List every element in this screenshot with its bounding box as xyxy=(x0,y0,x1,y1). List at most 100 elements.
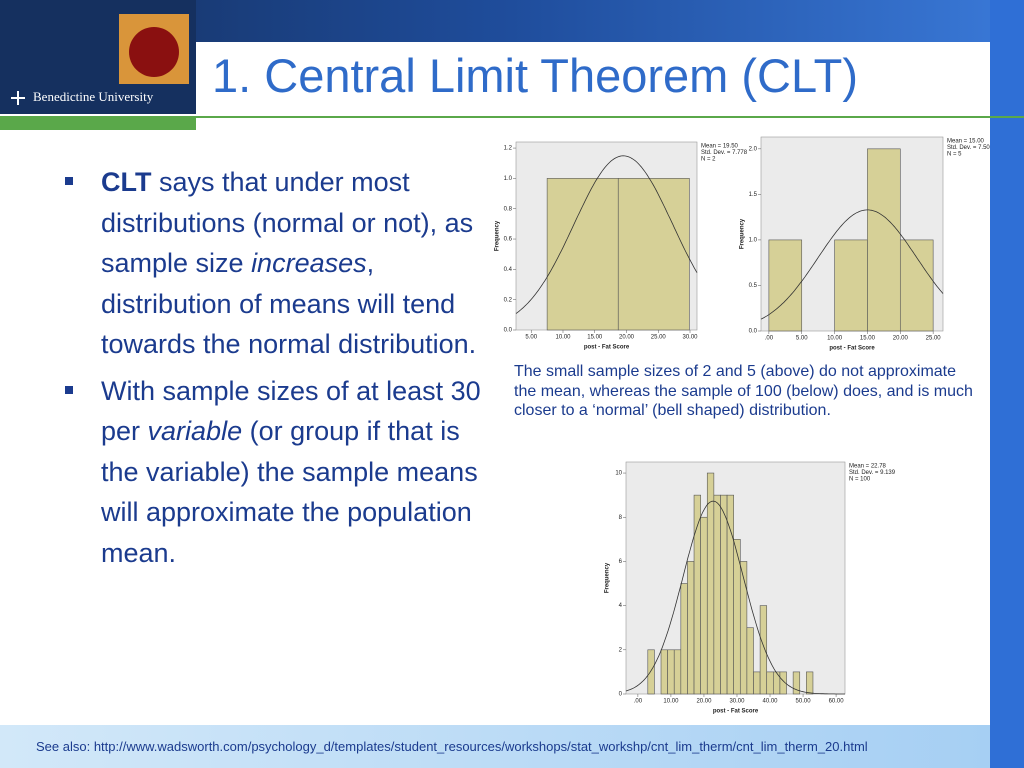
y-tick-label: 2 xyxy=(619,647,623,653)
bullet-list: CLT says that under most distributions (… xyxy=(60,162,500,579)
stat-label: N = 2 xyxy=(701,157,716,163)
stat-label: Mean = 19.50 xyxy=(701,144,739,150)
x-axis-label: post - Fat Score xyxy=(713,709,759,715)
x-axis-label: post - Fat Score xyxy=(829,346,875,352)
bar xyxy=(899,239,934,332)
logo-apple xyxy=(129,27,179,77)
bar xyxy=(647,649,655,695)
bar xyxy=(773,671,781,695)
bullet-text: CLT xyxy=(101,167,152,197)
x-tick-label: 30.00 xyxy=(683,335,699,341)
x-tick-label: 25.00 xyxy=(651,335,667,341)
caption: The small sample sizes of 2 and 5 (above… xyxy=(514,363,973,419)
x-tick-label: 50.00 xyxy=(796,699,812,705)
y-tick-label: 4 xyxy=(619,603,623,609)
bar xyxy=(546,178,619,331)
bullet-text: With sample sizes of at least 30 per xyxy=(101,375,481,447)
y-axis-label: Frequency xyxy=(740,218,746,249)
x-tick-label: 20.00 xyxy=(696,699,712,705)
green-band xyxy=(0,116,196,130)
bullet-text: (or group if that is the variable) the s… xyxy=(101,416,478,568)
x-tick-label: 15.00 xyxy=(587,335,603,341)
stat-label: N = 100 xyxy=(849,477,871,483)
y-tick-label: 0 xyxy=(619,692,623,698)
bar xyxy=(673,649,682,695)
bar xyxy=(806,671,814,695)
y-tick-label: 0.6 xyxy=(504,237,513,243)
stat-label: N = 5 xyxy=(947,152,962,158)
footer-band xyxy=(0,725,990,768)
bar xyxy=(739,561,748,695)
y-axis-label: Frequency xyxy=(605,562,611,593)
bar xyxy=(700,516,708,695)
bar xyxy=(768,239,803,332)
bar xyxy=(687,561,695,695)
bar xyxy=(867,148,901,332)
bullet-text: increases xyxy=(251,248,367,278)
x-tick-label: .00 xyxy=(765,336,774,342)
x-tick-label: 20.00 xyxy=(893,336,909,342)
x-tick-label: 30.00 xyxy=(729,699,745,705)
bar xyxy=(779,671,787,695)
y-tick-label: 1.0 xyxy=(749,237,758,243)
y-tick-label: 0.4 xyxy=(504,267,513,273)
x-tick-label: 10.00 xyxy=(555,335,571,341)
bar xyxy=(726,494,734,695)
x-tick-label: 20.00 xyxy=(619,335,635,341)
stat-label: Std. Dev. = 7.50 xyxy=(947,145,990,151)
y-tick-label: 6 xyxy=(619,559,623,565)
footer-link: See also: http://www.wadsworth.com/psych… xyxy=(36,739,868,754)
bar xyxy=(766,671,774,695)
x-axis-label: post - Fat Score xyxy=(584,345,630,351)
x-tick-label: 5.00 xyxy=(796,336,808,342)
logo-text: Benedictine University xyxy=(33,89,154,104)
y-tick-label: 0.0 xyxy=(504,328,513,334)
stat-label: Std. Dev. = 9.139 xyxy=(849,470,896,476)
logo-cross xyxy=(11,91,25,105)
y-tick-label: 10 xyxy=(615,471,622,477)
y-tick-label: 0.0 xyxy=(749,329,758,335)
y-tick-label: 1.0 xyxy=(504,176,513,182)
bar xyxy=(720,494,728,695)
y-tick-label: 1.2 xyxy=(504,146,513,152)
y-tick-label: 0.2 xyxy=(504,297,513,303)
right-strip xyxy=(990,0,1024,768)
x-tick-label: 40.00 xyxy=(763,699,779,705)
bar xyxy=(617,178,690,331)
bullet-text: says that under most distributions (norm… xyxy=(101,167,474,278)
bar xyxy=(753,671,761,695)
y-axis-label: Frequency xyxy=(495,220,501,251)
x-tick-label: 5.00 xyxy=(525,335,537,341)
x-tick-label: 25.00 xyxy=(926,336,942,342)
normal-curve xyxy=(760,209,944,320)
normal-curve xyxy=(515,155,698,314)
bullet-text: , distribution of means will tend toward… xyxy=(101,248,477,359)
bar xyxy=(706,472,715,695)
slide-title: 1. Central Limit Theorem (CLT) xyxy=(212,49,858,102)
bar xyxy=(660,649,668,695)
bar xyxy=(680,583,688,695)
bar xyxy=(792,671,801,695)
y-tick-label: 1.5 xyxy=(749,192,758,198)
stat-label: Mean = 15.00 xyxy=(947,139,985,145)
bar xyxy=(759,605,768,695)
bullet: With sample sizes of at least 30 per var… xyxy=(60,371,500,574)
y-tick-label: 0.8 xyxy=(504,206,513,212)
x-tick-label: 15.00 xyxy=(860,336,876,342)
bar xyxy=(713,494,721,695)
x-tick-label: 10.00 xyxy=(827,336,843,342)
green-line xyxy=(196,116,1024,118)
x-tick-label: 10.00 xyxy=(663,699,679,705)
y-tick-label: 2.0 xyxy=(749,146,758,152)
stat-label: Mean = 22.78 xyxy=(849,464,887,470)
bullet-text: variable xyxy=(147,416,243,446)
x-tick-label: 60.00 xyxy=(829,699,845,705)
bar xyxy=(746,627,754,695)
bar xyxy=(834,239,868,332)
normal-curve xyxy=(625,500,845,695)
stat-label: Std. Dev. = 7.778 xyxy=(701,150,748,156)
y-tick-label: 0.5 xyxy=(749,283,758,289)
bar xyxy=(667,649,675,695)
